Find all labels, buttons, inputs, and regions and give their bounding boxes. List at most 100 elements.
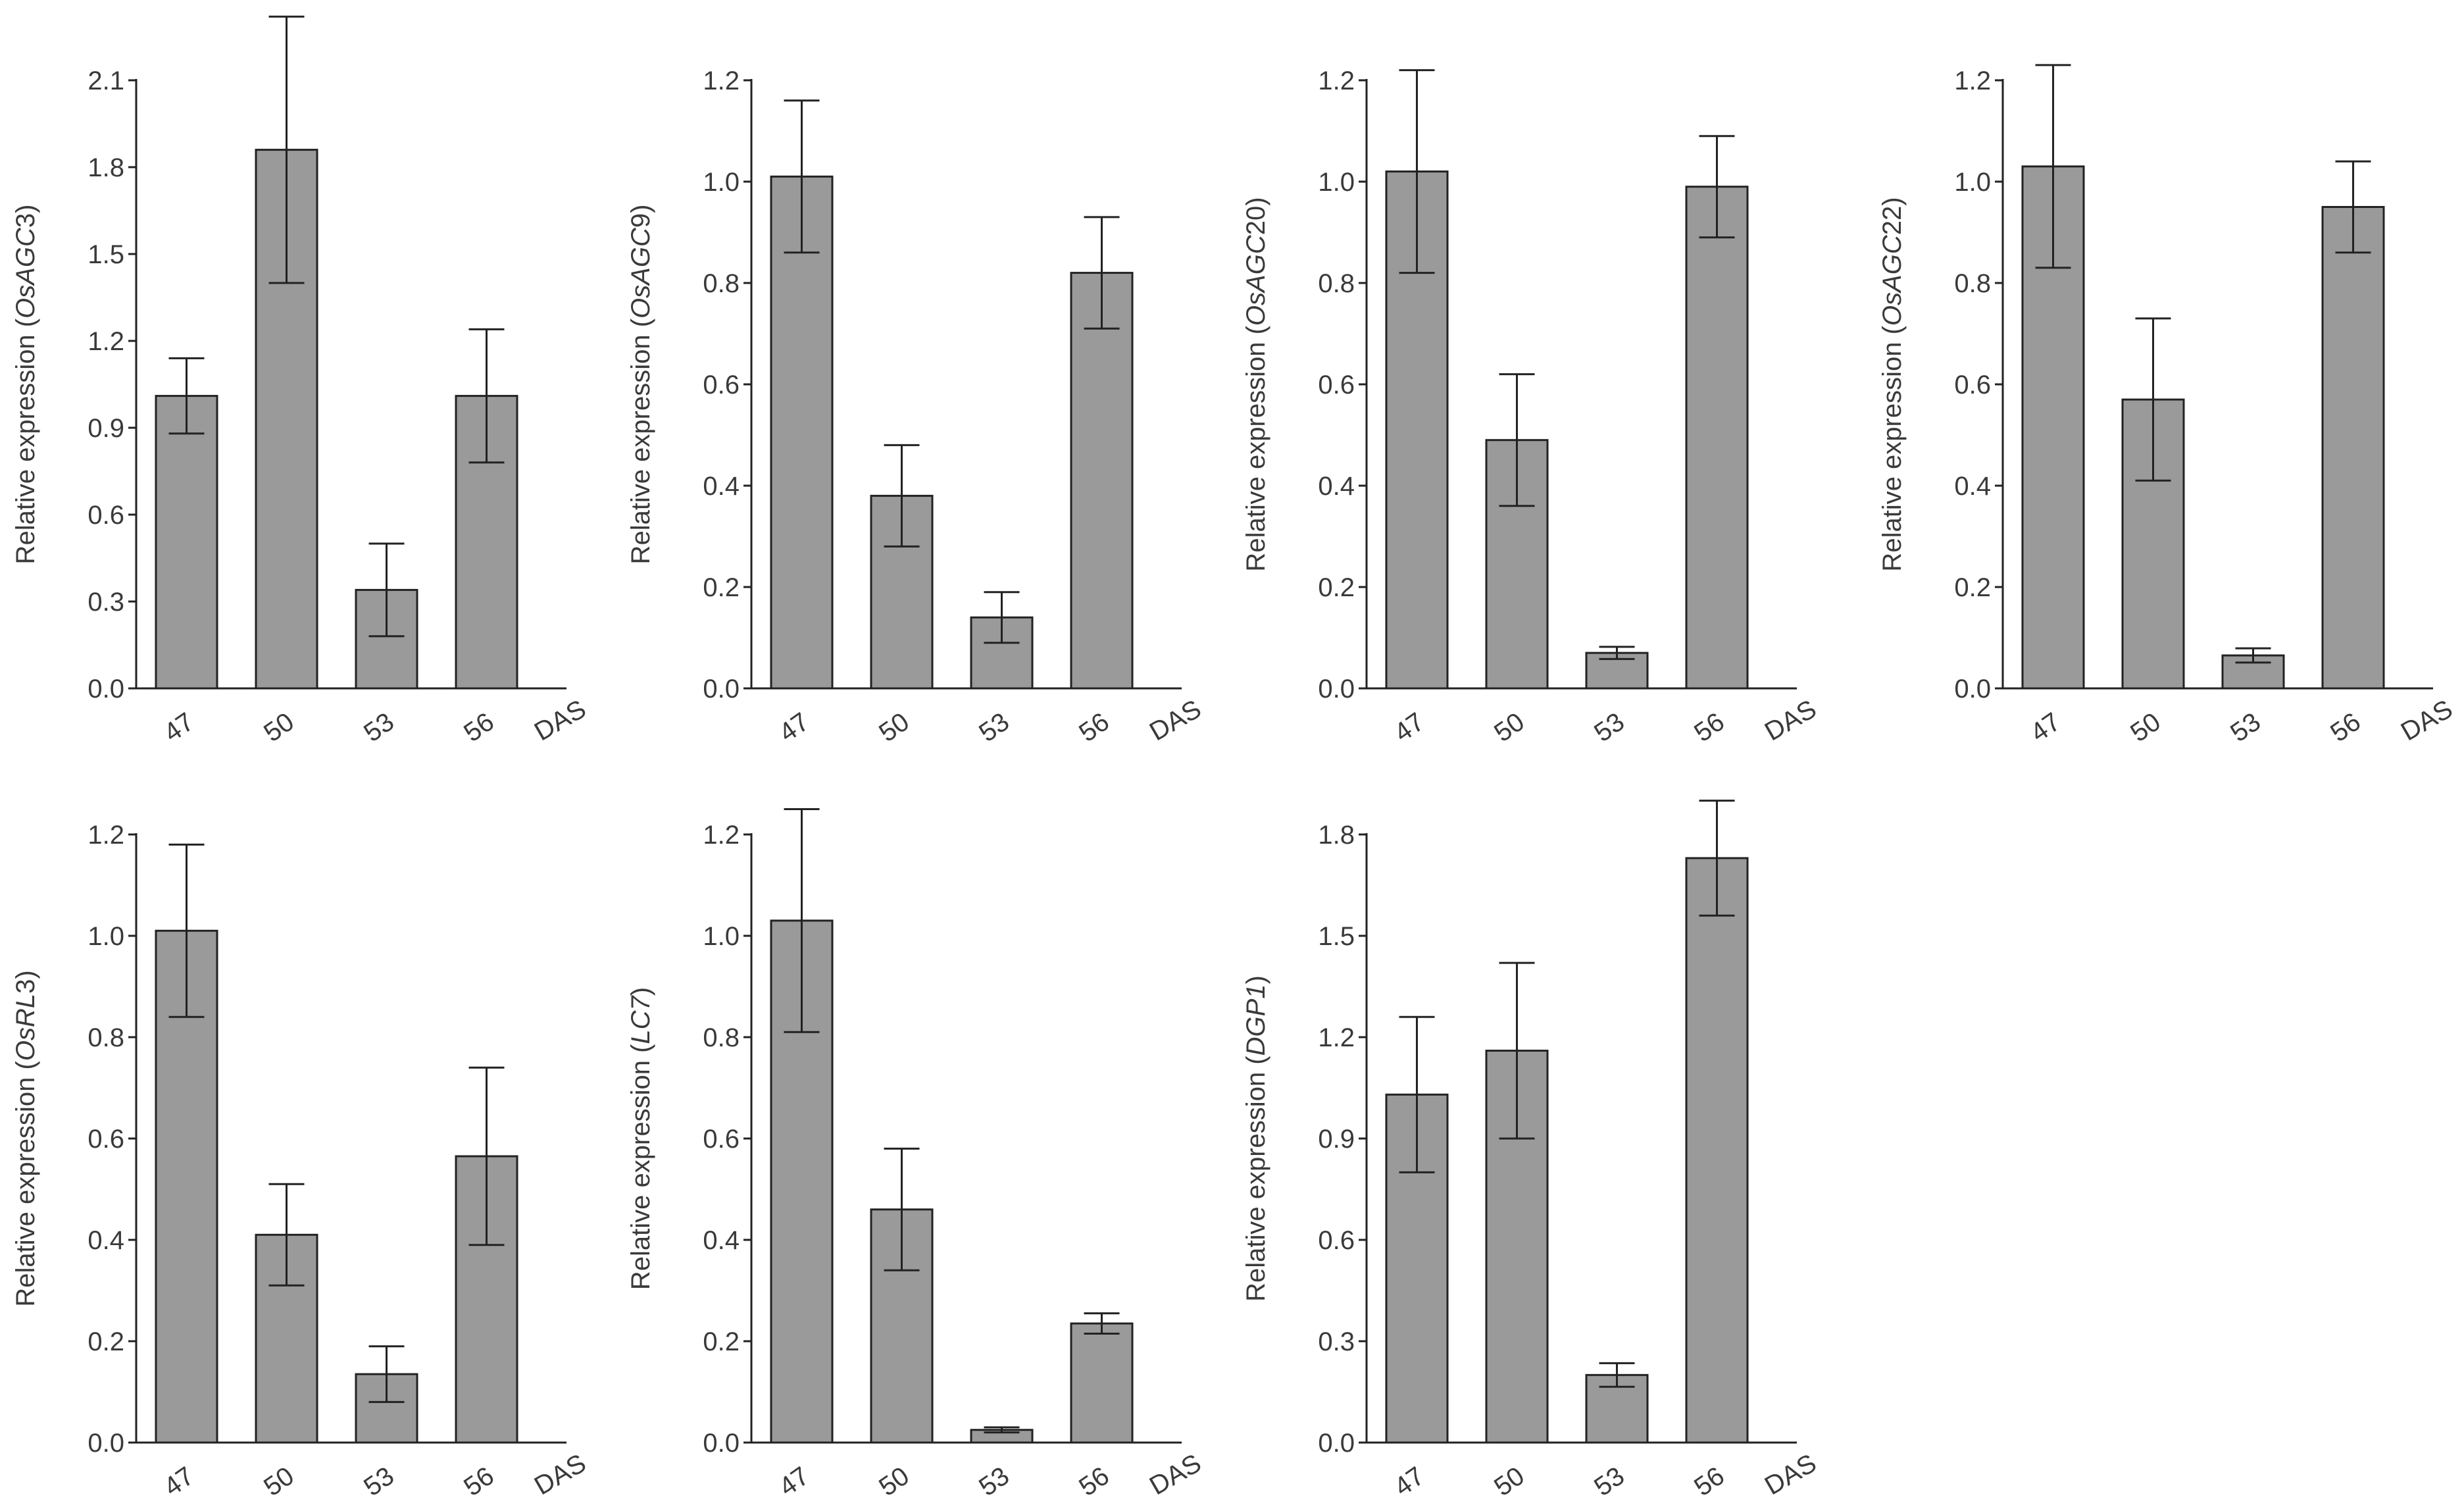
error-bar [2135,317,2171,482]
y-tick-label: 0.0 [1318,675,1355,704]
error-bar [1499,373,1535,507]
y-tick-label: 1.2 [1954,66,1991,95]
error-bar [468,1066,505,1246]
x-tick-label: 50 [1489,1462,1530,1502]
chart-panel-3: 0.0 0.2 0.4 0.6 0.8 1.0 1.2 Relative expression… [1242,66,1821,748]
y-tick-label: 1.2 [1318,66,1355,95]
x-tick-label: 56 [1689,707,1730,748]
x-tick-label: 47 [159,1462,199,1502]
x-tick-label: 50 [874,1462,915,1502]
x-axis-unit-label: DAS [1145,694,1206,746]
y-tick-label: 0.0 [1318,1429,1355,1458]
error-bar [1399,1015,1435,1173]
error-bar [1399,69,1435,274]
error-bar [368,542,405,638]
y-tick-label: 0.8 [703,269,740,298]
bar [1070,272,1134,690]
y-tick-label: 0.2 [703,1327,740,1356]
y-tick-label: 0.0 [703,675,740,704]
y-tick-label: 0.2 [1954,573,1991,602]
chart-panel-4: 0.0 0.2 0.4 0.6 0.8 1.0 1.2 Relative expression… [1878,64,2457,748]
chart-panel-1: 0.0 0.3 0.6 0.9 1.2 1.5 1.8 2.1 Relative express… [11,15,591,748]
chart-panel-7: 0.0 0.3 0.6 0.9 1.2 1.5 1.8 Relative expression… [1242,800,1821,1502]
x-tick-label: 50 [259,707,299,748]
y-tick-label: 1.8 [1318,821,1355,850]
x-tick-label: 56 [1074,1462,1115,1502]
y-axis-title: Relative expression (OsAGC22) [1878,197,1907,571]
x-axis-unit-label: DAS [530,1448,591,1500]
y-tick-label: 0.6 [1318,1226,1355,1255]
x-tick-label: 53 [1589,707,1630,748]
y-tick-label: 0.8 [1318,269,1355,298]
x-tick-label: 47 [2025,707,2066,748]
y-tick-label: 0.3 [1318,1327,1355,1356]
error-bar [1699,135,1735,239]
error-bar [168,357,205,435]
y-tick-label: 1.8 [88,153,124,182]
error-bar [1084,1312,1120,1335]
x-tick-label: 56 [1074,707,1115,748]
y-tick-label: 0.2 [703,573,740,602]
y-tick-label: 0.9 [88,414,124,443]
y-tick-label: 1.5 [1318,922,1355,951]
x-tick-label: 53 [1589,1462,1630,1502]
y-tick-label: 0.0 [88,1429,124,1458]
x-axis-unit-label: DAS [1760,1448,1821,1500]
x-tick-label: 47 [1389,1462,1430,1502]
x-tick-label: 56 [459,707,499,748]
error-bar [168,843,205,1018]
error-bar [984,591,1020,644]
error-bar [1084,216,1120,330]
y-tick-label: 1.0 [1954,168,1991,197]
error-bar [268,1183,305,1287]
error-bar [884,444,920,548]
y-axis-title: Relative expression (OsAGC9) [626,205,655,565]
y-tick-label: 1.2 [88,327,124,356]
bar [1070,1322,1134,1444]
x-tick-label: 47 [774,1462,815,1502]
x-tick-label: 56 [459,1462,499,1502]
y-tick-label: 1.5 [88,240,124,269]
y-tick-label: 0.4 [703,1226,740,1255]
x-tick-label: 56 [2325,707,2366,748]
bar [1685,857,1749,1444]
y-tick-label: 0.2 [1318,573,1355,602]
bar [255,149,318,690]
y-axis-title: Relative expression (OsRL3) [11,970,40,1306]
bar [770,175,834,690]
x-tick-label: 53 [359,1462,399,1502]
y-tick-label: 1.2 [88,821,124,850]
x-tick-label: 53 [974,1462,1015,1502]
error-bar [1599,1362,1635,1388]
bar [1485,1050,1549,1444]
x-tick-label: 47 [159,707,199,748]
x-tick-label: 50 [259,1462,299,1502]
y-tick-label: 0.8 [88,1023,124,1052]
bar [2321,206,2385,690]
x-tick-label: 53 [2225,707,2266,748]
y-tick-label: 2.1 [88,66,124,95]
error-bar [984,1426,1020,1434]
error-bar [468,328,505,464]
error-bar [1599,646,1635,660]
x-axis-unit-label: DAS [530,694,591,746]
x-tick-label: 47 [774,707,815,748]
error-bar [268,15,305,284]
y-tick-label: 0.2 [88,1327,124,1356]
error-bar [2035,64,2071,269]
y-tick-label: 1.2 [703,66,740,95]
error-bar [784,808,820,1033]
y-tick-label: 0.0 [88,675,124,704]
y-tick-label: 0.6 [703,1125,740,1154]
y-tick-label: 0.6 [1318,371,1355,399]
error-bar [784,99,820,254]
error-bar [884,1147,920,1271]
y-tick-label: 0.0 [703,1429,740,1458]
x-tick-label: 47 [1389,707,1430,748]
bar [155,395,218,690]
y-tick-label: 1.0 [88,922,124,951]
x-axis-unit-label: DAS [2396,694,2457,746]
y-tick-label: 0.8 [703,1023,740,1052]
x-tick-label: 50 [1489,707,1530,748]
